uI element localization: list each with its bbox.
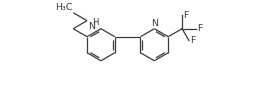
- Text: N: N: [88, 22, 95, 31]
- Text: F: F: [190, 36, 195, 45]
- Text: F: F: [183, 11, 188, 20]
- Text: N: N: [151, 19, 158, 28]
- Text: F: F: [197, 24, 202, 33]
- Text: H₃C: H₃C: [55, 3, 72, 12]
- Text: H: H: [92, 18, 99, 27]
